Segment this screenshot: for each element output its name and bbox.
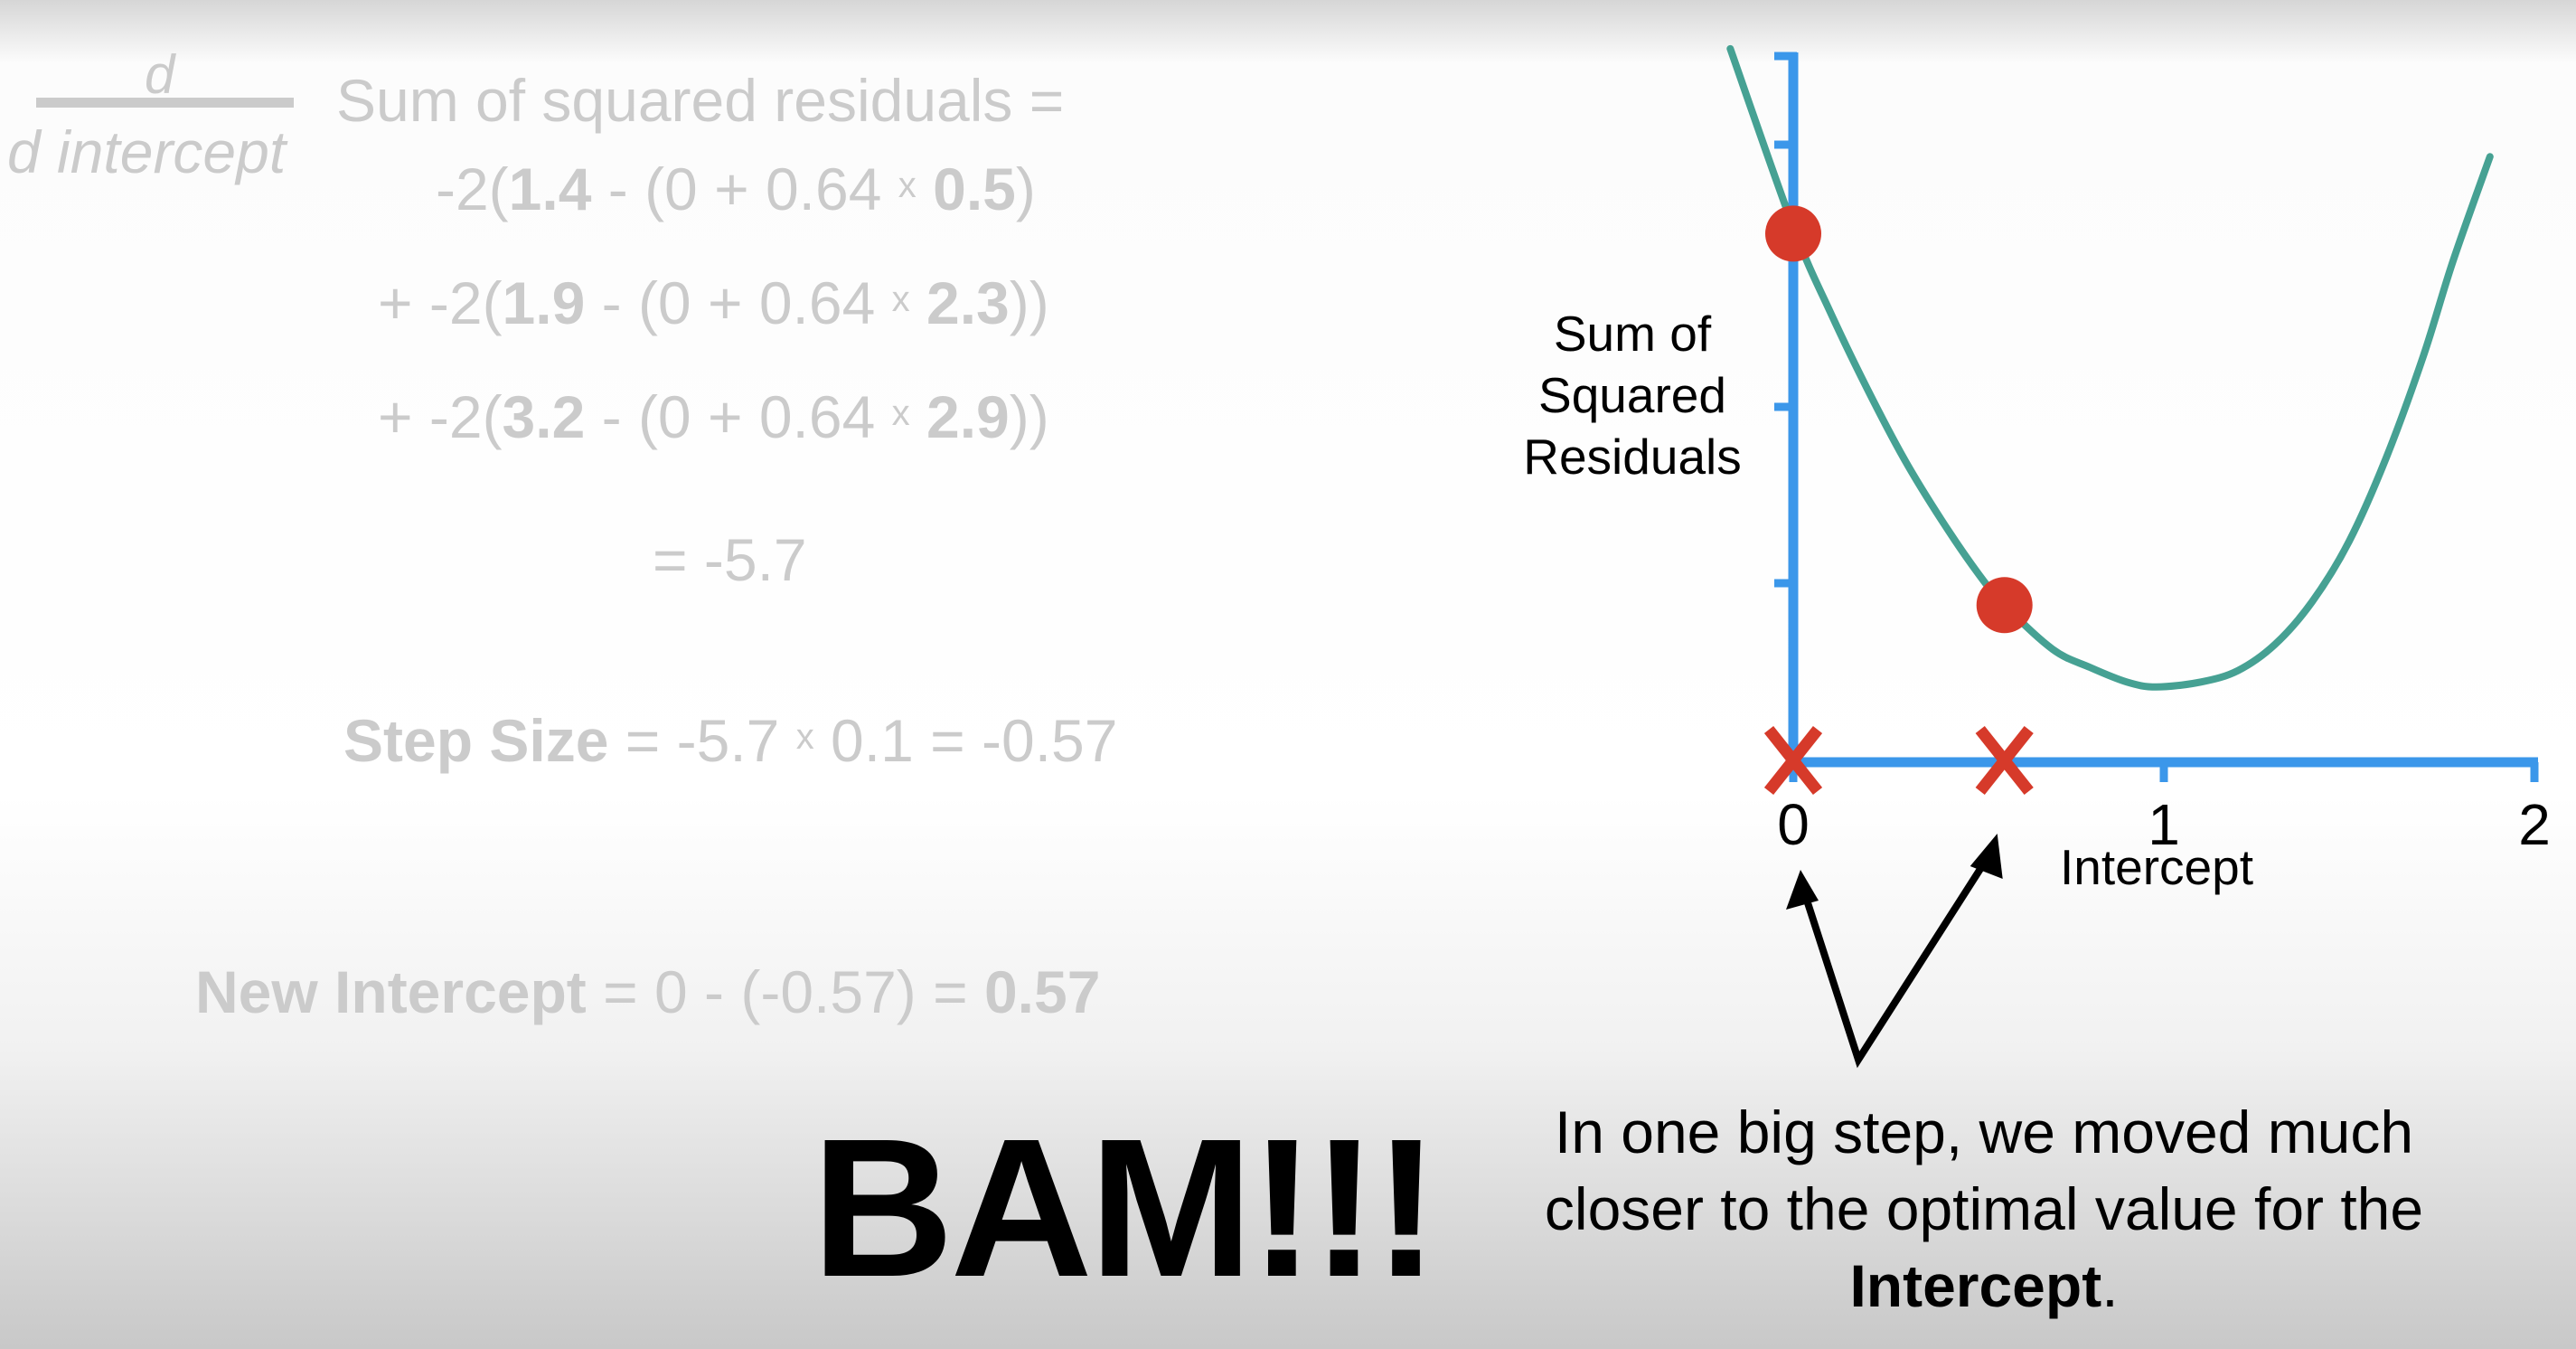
derivative-numerator: d [145,44,175,105]
derivative-line-3: + -2(3.2 - (0 + 0.64 x 2.9)) [378,387,1049,447]
curve-point [1765,205,1821,262]
text-segment: In one big step, we moved much closer to… [1544,1099,2424,1242]
text-segment: . [2101,1252,2119,1319]
bold-segment: 0.5 [933,156,1016,222]
caption-text: In one big step, we moved much closer to… [1528,1094,2440,1325]
multiply-sign: x [898,165,917,205]
text-segment: ) [1015,156,1036,222]
curve-point [1976,577,2033,634]
ssr-curve [1726,44,2494,691]
x-tick-label: 2 [2518,792,2551,857]
x-marker-stroke [1975,725,2034,796]
arrowhead-right [1970,834,2003,879]
x-marker [1763,725,1823,796]
fraction-bar [36,98,294,108]
derivative-head: Sum of squared residuals = [336,67,1065,134]
y-axis-label-line-3: Residuals [1523,429,1742,485]
multiply-sign: x [891,279,910,319]
text-segment: )) [1009,383,1049,450]
step-size-equation: Step Size = -5.7 x 0.1 = -0.57 [343,711,1117,770]
multiply-sign: x [795,717,814,757]
x-axis-label: Intercept [2060,839,2253,895]
text-segment: - (0 + 0.64 [591,156,898,222]
derivative-line-2: + -2(1.9 - (0 + 0.64 x 2.3)) [378,273,1049,333]
text-segment: )) [1009,269,1049,336]
text-segment: + -2( [378,269,503,336]
text-segment: = -5.7 [608,707,796,774]
bam-exclamation: BAM!!! [812,1099,1439,1318]
derivative-line-1: -2(1.4 - (0 + 0.64 x 0.5) [436,159,1036,219]
bold-segment: 1.9 [502,269,586,336]
x-tick-label: 0 [1777,792,1810,857]
bold-segment: Intercept [1849,1252,2102,1319]
new-intercept-equation: New Intercept = 0 - (-0.57) = 0.57 [195,962,1100,1022]
arrowhead-left [1786,870,1819,910]
bold-segment: Step Size [343,707,609,774]
bold-segment: 1.4 [508,156,592,222]
bold-segment: 0.57 [983,958,1101,1025]
text-segment: 0.1 = -0.57 [813,707,1118,774]
text-segment: + -2( [378,383,503,450]
bold-segment: 2.3 [926,269,1010,336]
text-segment: - (0 + 0.64 [585,383,892,450]
bold-segment: 2.9 [926,383,1010,450]
multiply-sign: x [891,393,910,433]
bold-segment: 3.2 [502,383,586,450]
derivative-denominator: d intercept [7,118,287,185]
text-segment: = 0 - (-0.57) = [586,958,984,1025]
x-marker-stroke [1763,725,1823,796]
y-axis-label-line-1: Sum of [1553,306,1712,362]
x-marker [1975,725,2034,796]
pointer-arrows [1799,845,1998,1069]
text-segment: - (0 + 0.64 [585,269,892,336]
bold-segment: New Intercept [195,958,587,1025]
derivative-result: = -5.7 [653,526,807,593]
x-tick-label: 1 [2148,792,2180,857]
text-segment: -2( [436,156,509,222]
y-axis-label-line-2: Squared [1538,367,1726,423]
